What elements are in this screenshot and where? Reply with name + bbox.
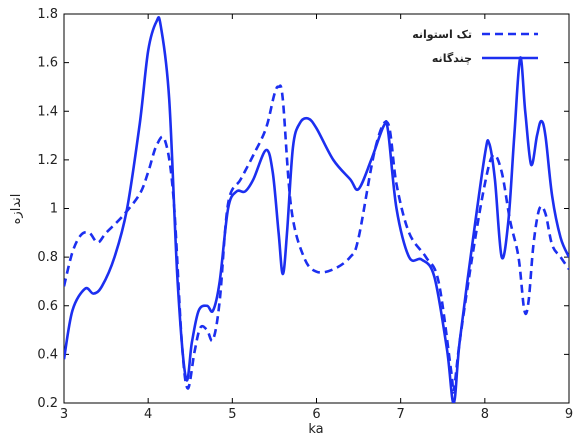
y-axis-ticks: 0.2 0.4 0.6 0.8 1 1.2 1.4 1.6 1.8 — [37, 7, 569, 411]
plot-frame — [63, 13, 570, 404]
x-tick-label: 3 — [60, 407, 68, 422]
y-tick-label: 1 — [50, 202, 58, 217]
y-tick-label: 0.6 — [37, 299, 58, 314]
x-axis-label: ka — [308, 422, 323, 437]
y-tick-label: 1.4 — [37, 104, 58, 119]
x-tick-label: 4 — [144, 407, 152, 422]
y-tick-label: 1.2 — [37, 153, 58, 168]
series-layer — [64, 16, 569, 403]
x-tick-label: 6 — [312, 407, 320, 422]
x-tick-label: 8 — [481, 407, 489, 422]
legend-label: چندگانه — [432, 52, 472, 65]
y-tick-label: 1.8 — [37, 7, 58, 22]
x-tick-label: 7 — [397, 407, 405, 422]
legend: تک استوانه چندگانه — [412, 28, 538, 65]
y-tick-label: 0.8 — [37, 250, 58, 265]
x-tick-label: 9 — [565, 407, 573, 422]
x-tick-label: 5 — [228, 407, 236, 422]
y-tick-label: 1.6 — [37, 56, 58, 71]
y-axis-label: اندازه — [9, 194, 24, 225]
legend-label: تک استوانه — [412, 28, 472, 41]
series-line-multiple — [64, 16, 569, 403]
y-tick-label: 0.4 — [37, 347, 58, 362]
x-axis-ticks: 3 4 5 6 7 8 9 — [60, 14, 573, 422]
y-tick-label: 0.2 — [37, 396, 58, 411]
